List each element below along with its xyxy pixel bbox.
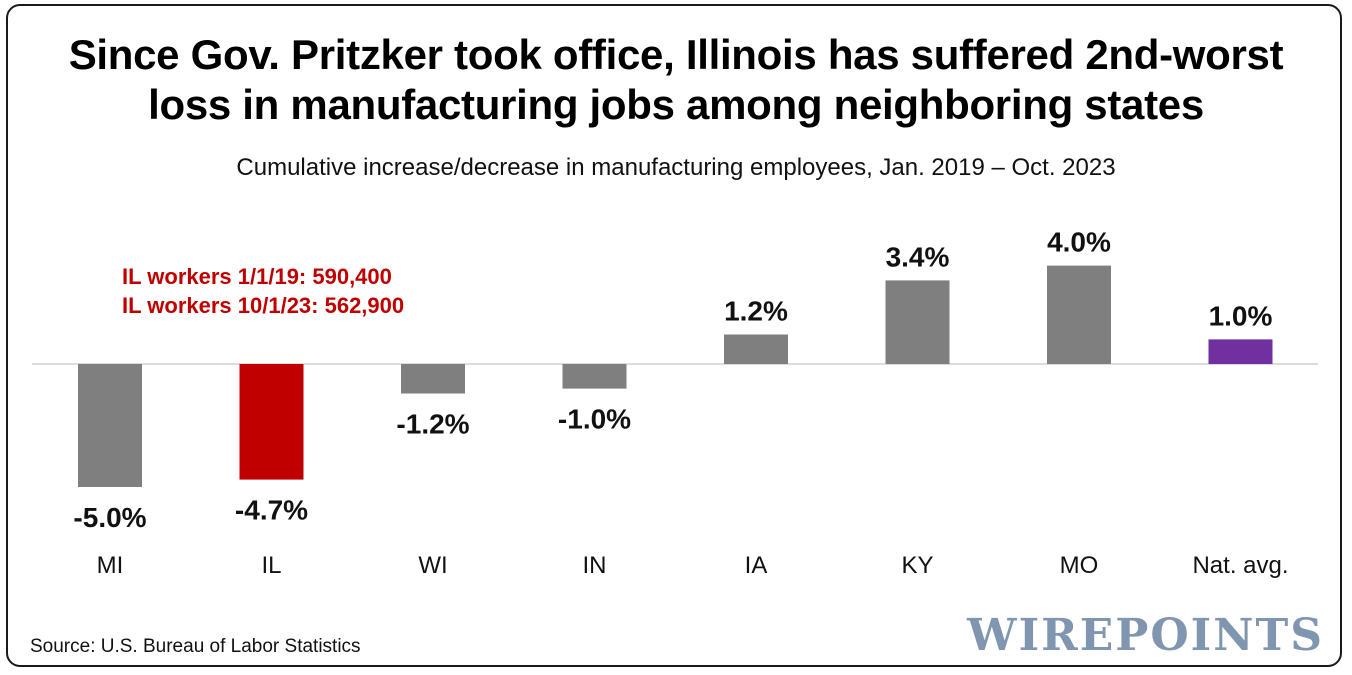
data-label: -1.2% — [396, 409, 469, 440]
data-label: -1.0% — [558, 404, 631, 435]
wirepoints-logo: WIREPOINTS — [967, 610, 1324, 661]
bar-wi — [401, 364, 465, 394]
chart-title-line-1: Since Gov. Pritzker took office, Illinoi… — [68, 31, 1284, 78]
data-label: 1.2% — [724, 296, 788, 327]
bar-mi — [78, 364, 142, 487]
chart-title-line-2: loss in manufacturing jobs among neighbo… — [148, 81, 1204, 128]
bar-il — [239, 364, 304, 480]
il-workers-2019: IL workers 1/1/19: 590,400 — [122, 264, 392, 289]
il-workers-annotation: IL workers 1/1/19: 590,400 IL workers 10… — [122, 262, 404, 320]
category-label: MI — [97, 552, 124, 579]
data-label: -4.7% — [235, 495, 308, 526]
category-label: IA — [745, 552, 768, 579]
bar-ky — [885, 280, 950, 364]
data-label: 1.0% — [1209, 300, 1273, 331]
il-workers-2023: IL workers 10/1/23: 562,900 — [122, 293, 405, 318]
data-label: 4.0% — [1047, 227, 1111, 258]
bar-nat-avg — [1208, 339, 1273, 364]
chart-subtitle: Cumulative increase/decrease in manufact… — [236, 154, 1116, 181]
category-label: WI — [418, 552, 447, 579]
chart-frame — [6, 4, 1342, 667]
chart-title: Since Gov. Pritzker took office, Illinoi… — [0, 30, 1352, 130]
data-label: 3.4% — [886, 241, 950, 272]
bar-in — [562, 364, 627, 389]
category-label: KY — [901, 552, 933, 579]
category-label: IN — [583, 552, 607, 579]
source-note: Source: U.S. Bureau of Labor Statistics — [30, 636, 361, 657]
category-label: IL — [261, 552, 281, 579]
bar-ia — [724, 334, 788, 364]
data-label: -5.0% — [73, 502, 146, 533]
category-label: Nat. avg. — [1192, 552, 1288, 579]
category-label: MO — [1060, 552, 1099, 579]
bar-mo — [1047, 265, 1111, 364]
